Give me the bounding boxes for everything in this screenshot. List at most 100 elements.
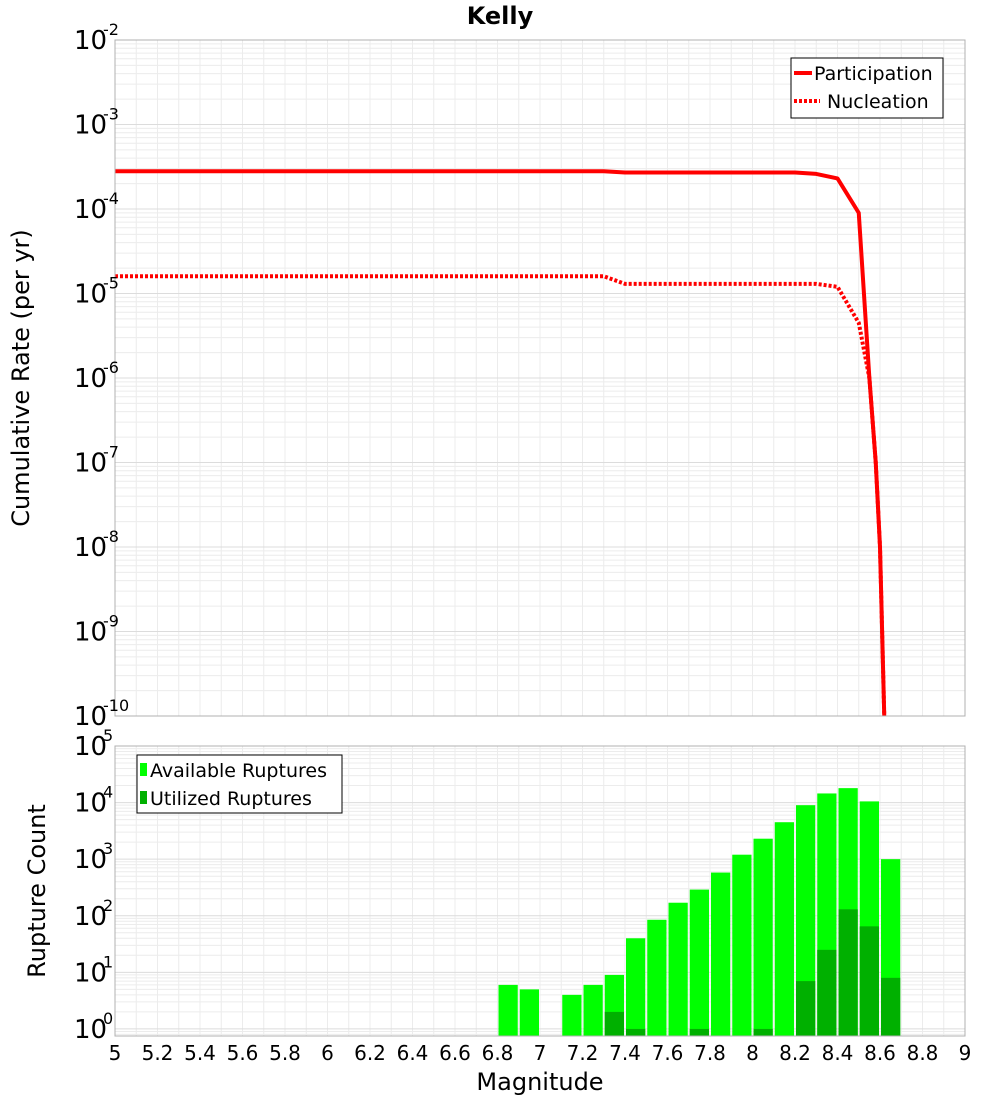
utilized-bar bbox=[604, 1011, 624, 1036]
x-tick-label: 6.4 bbox=[397, 1041, 429, 1065]
y-tick-exponent: 5 bbox=[103, 726, 113, 745]
y-tick-exponent: -5 bbox=[103, 274, 119, 293]
x-tick-label: 5 bbox=[109, 1041, 122, 1065]
y-tick-exponent: 2 bbox=[103, 896, 113, 915]
x-tick-label: 9 bbox=[959, 1041, 972, 1065]
y-tick-exponent: -3 bbox=[103, 105, 119, 124]
bottom-legend: Available Ruptures Utilized Ruptures bbox=[136, 754, 343, 814]
y-tick-exponent: -6 bbox=[103, 358, 119, 377]
bottom-plot-bars bbox=[498, 788, 901, 1036]
chart-title: Kelly bbox=[467, 2, 534, 30]
bottom-y-tick: 103 bbox=[74, 839, 113, 875]
top-y-tick: 10-8 bbox=[74, 527, 119, 563]
available-bar bbox=[498, 984, 518, 1036]
top-y-tick: 10-3 bbox=[74, 105, 119, 141]
top-legend: Participation Nucleation bbox=[790, 57, 944, 119]
x-tick-label: 6.2 bbox=[354, 1041, 386, 1065]
y-tick-base: 10 bbox=[74, 958, 107, 988]
available-bar bbox=[562, 994, 582, 1036]
legend-participation-label: Participation bbox=[814, 63, 933, 85]
top-plot-grid bbox=[114, 40, 966, 717]
y-tick-exponent: -4 bbox=[103, 189, 119, 208]
x-tick-label: 7 bbox=[534, 1041, 547, 1065]
x-tick-label: 8.4 bbox=[822, 1041, 854, 1065]
top-plot-frame bbox=[114, 39, 966, 717]
y-tick-base: 10 bbox=[74, 845, 107, 875]
utilized-bar bbox=[753, 1028, 773, 1036]
y-tick-base: 10 bbox=[74, 902, 107, 932]
y-tick-exponent: 3 bbox=[103, 839, 113, 858]
legend-utilized-swatch bbox=[140, 791, 147, 804]
utilized-bar bbox=[881, 977, 901, 1036]
y-tick-exponent: 0 bbox=[103, 1009, 113, 1028]
y-tick-base: 10 bbox=[74, 789, 107, 819]
bottom-y-tick: 102 bbox=[74, 896, 113, 932]
utilized-bar bbox=[796, 981, 816, 1036]
y-tick-base: 10 bbox=[74, 26, 107, 56]
top-y-tick: 10-2 bbox=[74, 20, 119, 56]
y-tick-base: 10 bbox=[74, 533, 107, 563]
x-tick-labels: 5 5.2 5.4 5.6 5.8 6 6.2 6.4 6.6 6.8 7 7.2 7.4 7.6 7.8 8… bbox=[109, 1041, 972, 1065]
bottom-y-axis-label: Rupture Count bbox=[23, 804, 51, 978]
y-tick-exponent: -8 bbox=[103, 527, 119, 546]
x-tick-label: 8.6 bbox=[864, 1041, 896, 1065]
available-bar bbox=[689, 889, 709, 1036]
x-axis-label: Magnitude bbox=[476, 1068, 603, 1096]
x-tick-label: 7.2 bbox=[567, 1041, 599, 1065]
x-tick-label: 6 bbox=[321, 1041, 334, 1065]
available-bar bbox=[583, 984, 603, 1036]
utilized-bar bbox=[626, 1028, 646, 1036]
y-tick-base: 10 bbox=[74, 111, 107, 141]
top-y-tick: 10-4 bbox=[74, 189, 119, 225]
top-y-tick: 10-10 bbox=[74, 696, 129, 732]
available-bar bbox=[774, 822, 794, 1036]
x-tick-label: 5.4 bbox=[184, 1041, 216, 1065]
top-y-axis-label: Cumulative Rate (per yr) bbox=[7, 229, 35, 527]
bottom-y-tick: 104 bbox=[74, 783, 113, 819]
y-tick-exponent: -10 bbox=[103, 696, 129, 715]
y-tick-base: 10 bbox=[74, 618, 107, 648]
available-bar bbox=[796, 805, 816, 1036]
x-tick-label: 5.8 bbox=[269, 1041, 301, 1065]
y-tick-base: 10 bbox=[74, 364, 107, 394]
bottom-y-tick: 101 bbox=[74, 952, 113, 988]
series-line-nucleation bbox=[115, 274, 887, 717]
x-tick-label: 8.2 bbox=[779, 1041, 811, 1065]
utilized-bar bbox=[817, 949, 837, 1036]
y-tick-base: 10 bbox=[74, 280, 107, 310]
y-tick-exponent: -7 bbox=[103, 443, 119, 462]
y-tick-base: 10 bbox=[74, 702, 107, 732]
available-bar bbox=[626, 938, 646, 1036]
bottom-y-tick: 105 bbox=[74, 726, 113, 762]
x-tick-label: 8 bbox=[746, 1041, 759, 1065]
top-y-tick: 10-9 bbox=[74, 612, 119, 648]
y-tick-exponent: -2 bbox=[103, 20, 119, 39]
y-tick-base: 10 bbox=[74, 195, 107, 225]
x-tick-label: 7.8 bbox=[694, 1041, 726, 1065]
x-tick-label: 8.8 bbox=[907, 1041, 939, 1065]
legend-utilized-label: Utilized Ruptures bbox=[150, 788, 312, 810]
utilized-bar bbox=[859, 926, 879, 1036]
available-bar bbox=[647, 919, 667, 1036]
utilized-bar bbox=[689, 1028, 709, 1036]
x-tick-label: 7.4 bbox=[609, 1041, 641, 1065]
x-tick-label: 7.6 bbox=[652, 1041, 684, 1065]
legend-nucleation-label: Nucleation bbox=[827, 91, 929, 113]
legend-available-swatch bbox=[140, 763, 147, 776]
available-bar bbox=[711, 872, 731, 1036]
y-tick-base: 10 bbox=[74, 1015, 107, 1045]
x-tick-label: 6.6 bbox=[439, 1041, 471, 1065]
utilized-bar bbox=[838, 909, 858, 1036]
top-plot-lines bbox=[115, 169, 887, 717]
top-y-tick: 10-5 bbox=[74, 274, 119, 310]
x-tick-label: 5.6 bbox=[227, 1041, 259, 1065]
available-bar bbox=[668, 902, 688, 1036]
available-bar bbox=[753, 838, 773, 1036]
bottom-y-tick: 100 bbox=[74, 1009, 113, 1045]
x-tick-label: 5.2 bbox=[142, 1041, 174, 1065]
y-tick-exponent: -9 bbox=[103, 612, 119, 631]
x-tick-label: 6.8 bbox=[482, 1041, 514, 1065]
